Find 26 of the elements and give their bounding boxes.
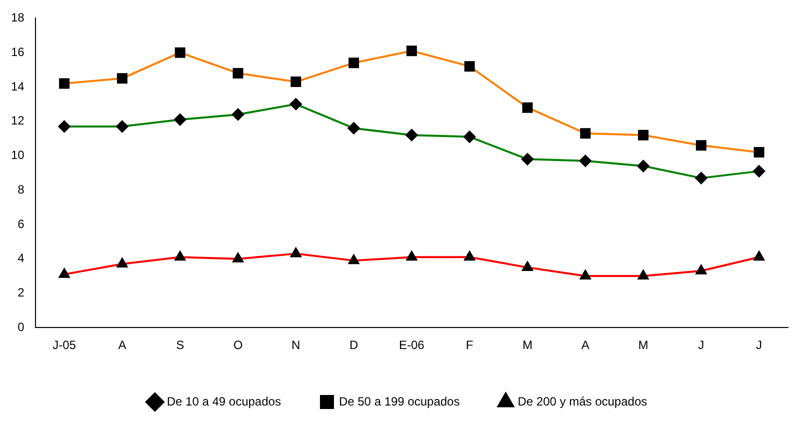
x-tick-label: D [349, 338, 358, 352]
y-tick-label: 0 [18, 320, 25, 334]
x-tick-label: M [522, 338, 532, 352]
legend-label: De 200 y más ocupados [518, 394, 648, 408]
x-tick-label: N [292, 338, 300, 352]
x-tick-label: A [118, 338, 126, 352]
legend-label: De 10 a 49 ocupados [166, 394, 281, 408]
y-tick-label: 10 [10, 148, 25, 162]
y-tick-label: 12 [10, 114, 25, 128]
x-tick-label: M [638, 338, 648, 352]
x-tick-label: J-05 [52, 338, 76, 352]
x-tick-label: J [756, 338, 762, 352]
x-tick-label: S [176, 338, 184, 352]
y-tick-label: 2 [18, 286, 25, 300]
x-tick-label: J [698, 338, 704, 352]
legend-label: De 50 a 199 ocupados [338, 394, 460, 408]
x-tick-label: O [233, 338, 243, 352]
y-tick-label: 6 [18, 216, 25, 231]
y-tick-label: 8 [18, 182, 25, 196]
x-tick-label: F [466, 338, 474, 352]
y-tick-label: 4 [18, 251, 25, 266]
y-tick-label: 14 [10, 79, 25, 94]
y-tick-label: 16 [10, 44, 25, 59]
x-tick-label: E-06 [398, 338, 425, 352]
x-tick-label: A [581, 338, 590, 352]
y-tick-label: 18 [10, 10, 25, 25]
